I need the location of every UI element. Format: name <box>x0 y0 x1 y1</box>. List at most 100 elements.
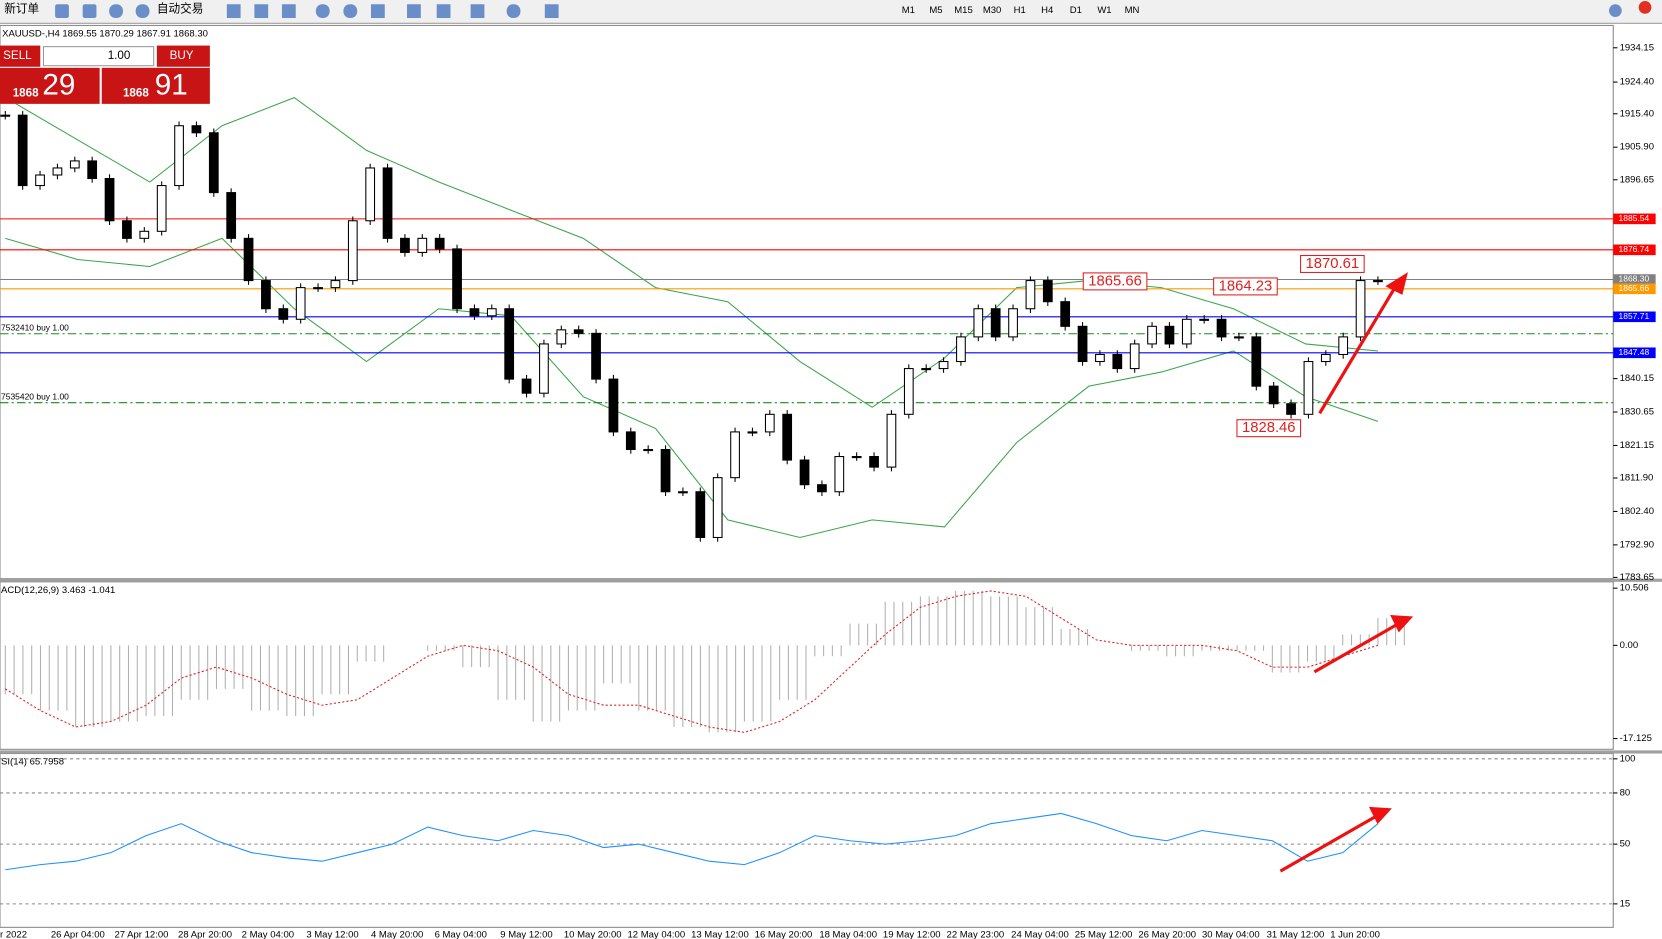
macd-frame <box>0 581 1614 750</box>
y-tick-label: 0.00 <box>1620 640 1639 651</box>
x-tick-label: 31 May 12:00 <box>1267 929 1325 939</box>
y-tick-label: 1934.15 <box>1620 42 1654 53</box>
candle <box>400 237 410 253</box>
trend-arrows <box>1279 272 1414 873</box>
candle <box>956 336 966 363</box>
candle <box>330 280 341 289</box>
candle <box>573 329 584 334</box>
candle <box>1164 325 1175 345</box>
x-tick-label: 10 May 20:00 <box>564 929 622 939</box>
y-tick-label: 100 <box>1620 753 1636 764</box>
candle <box>1025 280 1036 310</box>
candle <box>817 484 827 493</box>
toolbar-icons <box>55 1 1652 19</box>
annotation: 1828.46 <box>1242 420 1296 436</box>
x-tick-label: 25 May 12:00 <box>1075 929 1133 939</box>
lots-input[interactable] <box>42 46 155 67</box>
x-tick-label: 22 May 23:00 <box>947 929 1005 939</box>
candle <box>990 308 1001 338</box>
buy-price[interactable] <box>101 67 210 104</box>
order-label: 7532410 buy 1.00 <box>1 323 69 333</box>
timeframe-button[interactable]: MN <box>1125 5 1140 16</box>
y-tick-label: 1896.65 <box>1620 174 1654 185</box>
auto-trading-button[interactable]: 自动交易 <box>157 2 204 16</box>
ask-small: 91 <box>155 69 188 102</box>
candle <box>1355 280 1366 338</box>
annotation-box <box>1300 254 1365 273</box>
chart-header: XAUUSD-,H4 1869.55 1870.29 1867.91 1868.… <box>2 28 208 39</box>
x-tick-label: 6 May 04:00 <box>435 929 487 939</box>
candle <box>1286 403 1296 415</box>
x-tick-label: 26 Apr 04:00 <box>51 929 105 939</box>
candle <box>1303 360 1314 415</box>
trade-panel: SELL 1.00 BUY 1868 29 1868 91 <box>0 45 210 104</box>
y-tick-label: 1830.65 <box>1620 407 1654 418</box>
candle <box>1077 325 1088 363</box>
toolbar <box>0 0 1662 24</box>
new-order-button[interactable]: 新订单 <box>4 2 39 16</box>
y-tick-label: 1905.90 <box>1620 142 1654 153</box>
candle <box>799 459 810 486</box>
price-label: 1876.74 <box>1619 244 1650 254</box>
bid-small: 29 <box>42 69 75 102</box>
sell-label: SELL <box>3 49 32 62</box>
sell-button[interactable] <box>0 45 41 67</box>
annotation: 1864.23 <box>1219 278 1273 294</box>
timeframe-button[interactable]: H1 <box>1014 5 1026 16</box>
candle <box>417 237 428 253</box>
timeframe-button[interactable]: D1 <box>1070 5 1082 16</box>
candle <box>903 368 914 415</box>
price-label-box <box>1613 283 1656 295</box>
price-label: 1868.30 <box>1619 274 1650 284</box>
annotation-box <box>1213 277 1278 296</box>
rsi-header: SI(14) 65.7958 <box>1 757 64 768</box>
price-label-box <box>1613 347 1656 359</box>
candle <box>278 308 289 320</box>
candle <box>1112 353 1123 370</box>
timeframe-button[interactable]: W1 <box>1097 5 1111 16</box>
main-frame <box>0 24 1614 580</box>
bollinger-band <box>5 96 1378 408</box>
price-label: 1847.48 <box>1619 347 1650 357</box>
timeframe-button[interactable]: M5 <box>929 5 942 16</box>
pane-splitter <box>0 578 1662 582</box>
buy-label: BUY <box>170 49 194 62</box>
candle <box>591 332 601 380</box>
y-tick-label: -17.125 <box>1620 733 1652 744</box>
candle <box>747 431 758 434</box>
x-tick-label: 3 May 12:00 <box>306 929 358 939</box>
candle <box>226 192 237 239</box>
bollinger-band <box>5 237 1379 539</box>
candle <box>782 413 793 461</box>
candle <box>17 114 28 187</box>
candle <box>625 431 636 451</box>
timeframe-button[interactable]: M30 <box>983 5 1002 16</box>
annotation-box <box>1236 419 1302 438</box>
x-tick-label: 13 May 12:00 <box>691 929 749 939</box>
candle <box>452 248 462 310</box>
timeframe-button[interactable]: M1 <box>902 5 915 16</box>
candle <box>104 177 115 222</box>
candle <box>1060 301 1071 327</box>
candle <box>243 237 254 282</box>
x-tick-label: 30 May 04:00 <box>1202 929 1260 939</box>
x-tick-label: 27 Apr 12:00 <box>114 929 168 939</box>
x-tick-label: 18 May 04:00 <box>819 929 877 939</box>
candle <box>486 308 497 317</box>
candle <box>191 125 202 134</box>
candle <box>886 413 897 468</box>
timeframe-button[interactable]: H4 <box>1041 5 1054 16</box>
buy-button[interactable] <box>156 45 210 67</box>
price-label-box <box>1613 244 1656 256</box>
candle <box>122 220 132 239</box>
timeframe-button[interactable]: M15 <box>954 5 973 16</box>
lots-value: 1.00 <box>108 49 131 62</box>
price-label-box <box>1613 274 1656 285</box>
sell-price[interactable] <box>0 67 100 104</box>
candle <box>851 456 862 459</box>
candle <box>295 287 306 320</box>
candle <box>764 413 775 433</box>
y-tick-label: 1915.40 <box>1620 108 1654 119</box>
